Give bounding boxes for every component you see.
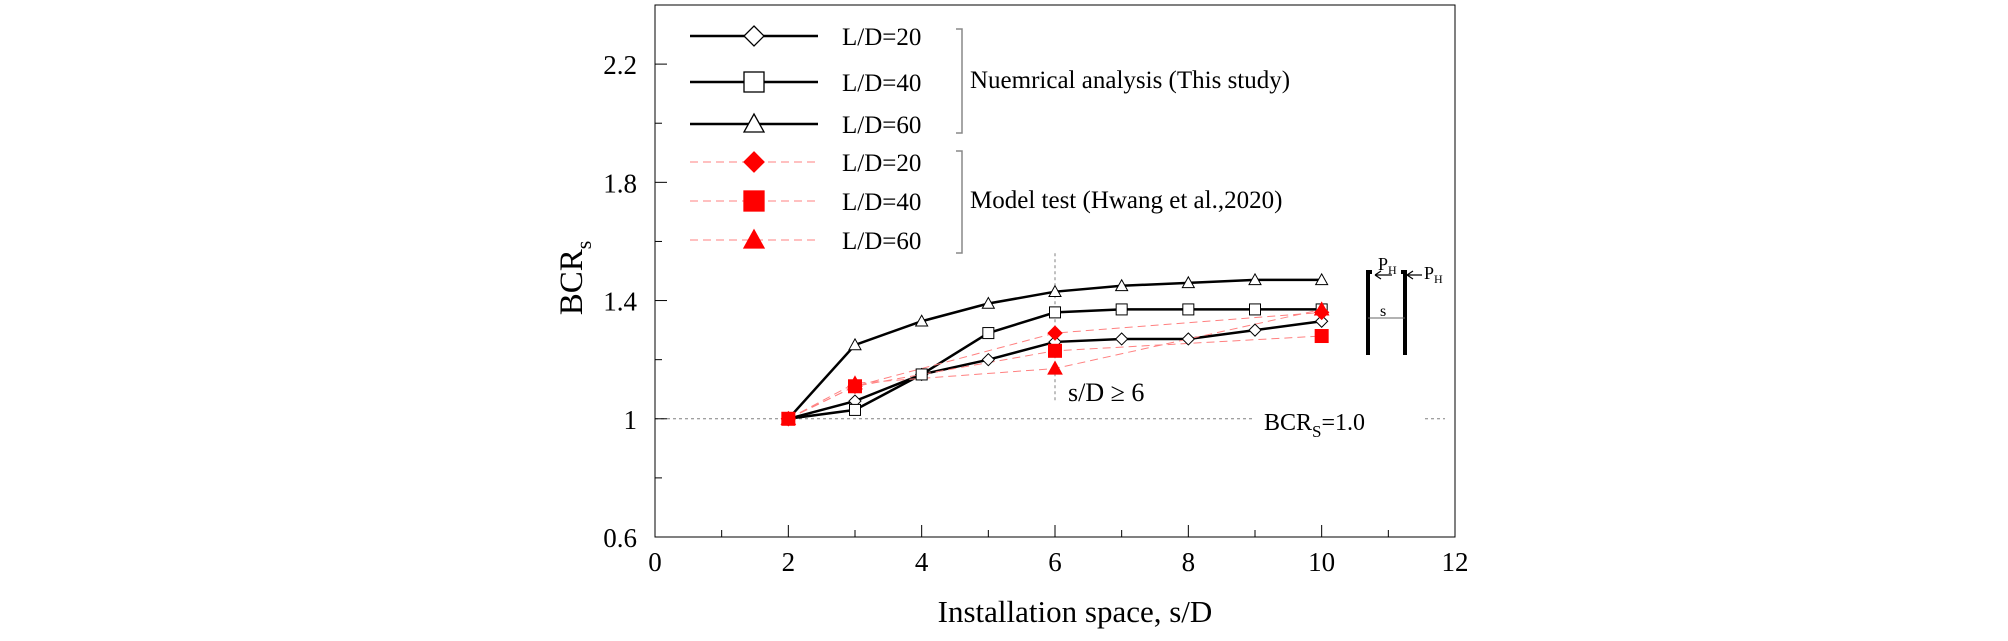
series-numerical-l-d-60-point bbox=[1114, 278, 1129, 292]
legend-group-model: Model test (Hwang et al.,2020) bbox=[970, 187, 1282, 214]
x-tick-label: 8 bbox=[1182, 547, 1196, 577]
series-model-l-d-40-point bbox=[1314, 329, 1329, 344]
inset-spacing-label: s bbox=[1380, 303, 1386, 320]
legend-model-l-d-40-label: L/D=40 bbox=[842, 189, 921, 216]
x-tick-label: 10 bbox=[1308, 547, 1335, 577]
x-tick-label: 6 bbox=[1048, 547, 1062, 577]
series-numerical-l-d-20-point bbox=[1181, 332, 1196, 346]
legend-model-l-d-40-marker bbox=[743, 190, 765, 212]
y-tick-label: 2.2 bbox=[603, 50, 637, 80]
series-numerical-l-d-60-point bbox=[914, 314, 929, 327]
y-axis-title-sub: s bbox=[571, 241, 596, 250]
legend-model-l-d-60-marker bbox=[742, 228, 766, 249]
series-numerical-l-d-40-point bbox=[982, 327, 995, 340]
series-numerical-l-d-60-point bbox=[1048, 284, 1062, 297]
reference-line-label: BCRS=1.0 bbox=[1264, 410, 1365, 441]
series-numerical-l-d-40-point bbox=[1182, 303, 1195, 316]
series-markers-layer bbox=[780, 272, 1330, 427]
inset-load-arrow-left bbox=[1374, 270, 1392, 280]
series-numerical-l-d-20-point bbox=[1314, 314, 1329, 328]
legend-model-l-d-20-marker bbox=[743, 151, 765, 173]
series-numerical-l-d-40-point bbox=[1249, 303, 1261, 316]
legend-numerical-l-d-40-label: L/D=40 bbox=[842, 70, 921, 97]
x-tick-label: 12 bbox=[1442, 547, 1469, 577]
x-tick-label: 0 bbox=[648, 547, 662, 577]
vertical-marker-label: s/D ≥ 6 bbox=[1068, 378, 1144, 407]
inset-load-arrow-right bbox=[1406, 270, 1422, 280]
series-numerical-l-d-60-point bbox=[981, 296, 996, 309]
series-model-l-d-40-point bbox=[1048, 343, 1062, 358]
series-model-l-d-60-point bbox=[1313, 301, 1330, 316]
x-axis-title: Installation space, s/D bbox=[938, 594, 1213, 629]
series-model-l-d-60-point bbox=[780, 410, 797, 425]
series-model-l-d-60-point bbox=[1047, 360, 1063, 375]
svg-text:BCRs: BCRs bbox=[554, 241, 596, 316]
ticks-layer: 0 2 4 6 8 10 12 0.6 1 1.4 1.8 2.2 bbox=[603, 4, 1469, 577]
inset-load-label-right: PH bbox=[1424, 263, 1443, 286]
pile-inset: PH PH s bbox=[1366, 254, 1443, 355]
series-numerical-l-d-40-point bbox=[915, 368, 928, 381]
inset-right-pile bbox=[1401, 270, 1407, 355]
series-numerical-l-d-40-point bbox=[849, 403, 861, 416]
series-model-l-d-60-point bbox=[847, 375, 863, 390]
legend-numerical-l-d-60-marker bbox=[742, 112, 766, 133]
series-model-l-d-60-line bbox=[788, 308, 1322, 420]
legend-numerical-l-d-60-label: L/D=60 bbox=[842, 112, 921, 139]
series-numerical-l-d-60-point bbox=[848, 337, 862, 351]
legend-numerical-l-d-20-label: L/D=20 bbox=[842, 24, 921, 51]
y-tick-label: 1.4 bbox=[603, 287, 637, 317]
y-axis-title: BCRs bbox=[554, 241, 596, 316]
series-numerical-l-d-40-point bbox=[1115, 303, 1128, 316]
y-tick-label: 1.8 bbox=[603, 168, 637, 198]
series-numerical-l-d-20-point bbox=[1248, 323, 1262, 337]
y-axis-title-main: BCR bbox=[554, 249, 590, 315]
series-numerical-l-d-20-point bbox=[1114, 332, 1129, 346]
legend-bracket-numerical bbox=[956, 28, 963, 134]
legend-group-numerical: Nuemrical analysis (This study) bbox=[970, 67, 1290, 94]
series-numerical-l-d-60-point bbox=[1314, 272, 1329, 286]
legend-bracket-model bbox=[956, 150, 963, 254]
series-model-l-d-20-point bbox=[1047, 325, 1063, 341]
y-tick-label: 1 bbox=[624, 405, 638, 435]
legend: L/D=20 L/D=40 L/D=60 L/D=20 L/D=40 L/D=60 bbox=[690, 24, 921, 255]
legend-model-l-d-20-label: L/D=20 bbox=[842, 150, 921, 177]
series-numerical-l-d-40-point bbox=[1049, 306, 1061, 319]
legend-numerical-l-d-20-marker bbox=[743, 25, 765, 47]
x-tick-label: 4 bbox=[915, 547, 929, 577]
legend-model-l-d-60-label: L/D=60 bbox=[842, 228, 921, 255]
series-numerical-l-d-60-point bbox=[1248, 272, 1262, 286]
series-numerical-l-d-20-point bbox=[981, 352, 996, 367]
inset-left-pile bbox=[1366, 270, 1372, 355]
x-tick-label: 2 bbox=[782, 547, 796, 577]
inset-load-label-left: PH bbox=[1378, 254, 1397, 277]
series-numerical-l-d-60-point bbox=[1181, 275, 1196, 289]
legend-numerical-l-d-40-marker bbox=[743, 71, 765, 93]
y-tick-label: 0.6 bbox=[603, 523, 637, 553]
